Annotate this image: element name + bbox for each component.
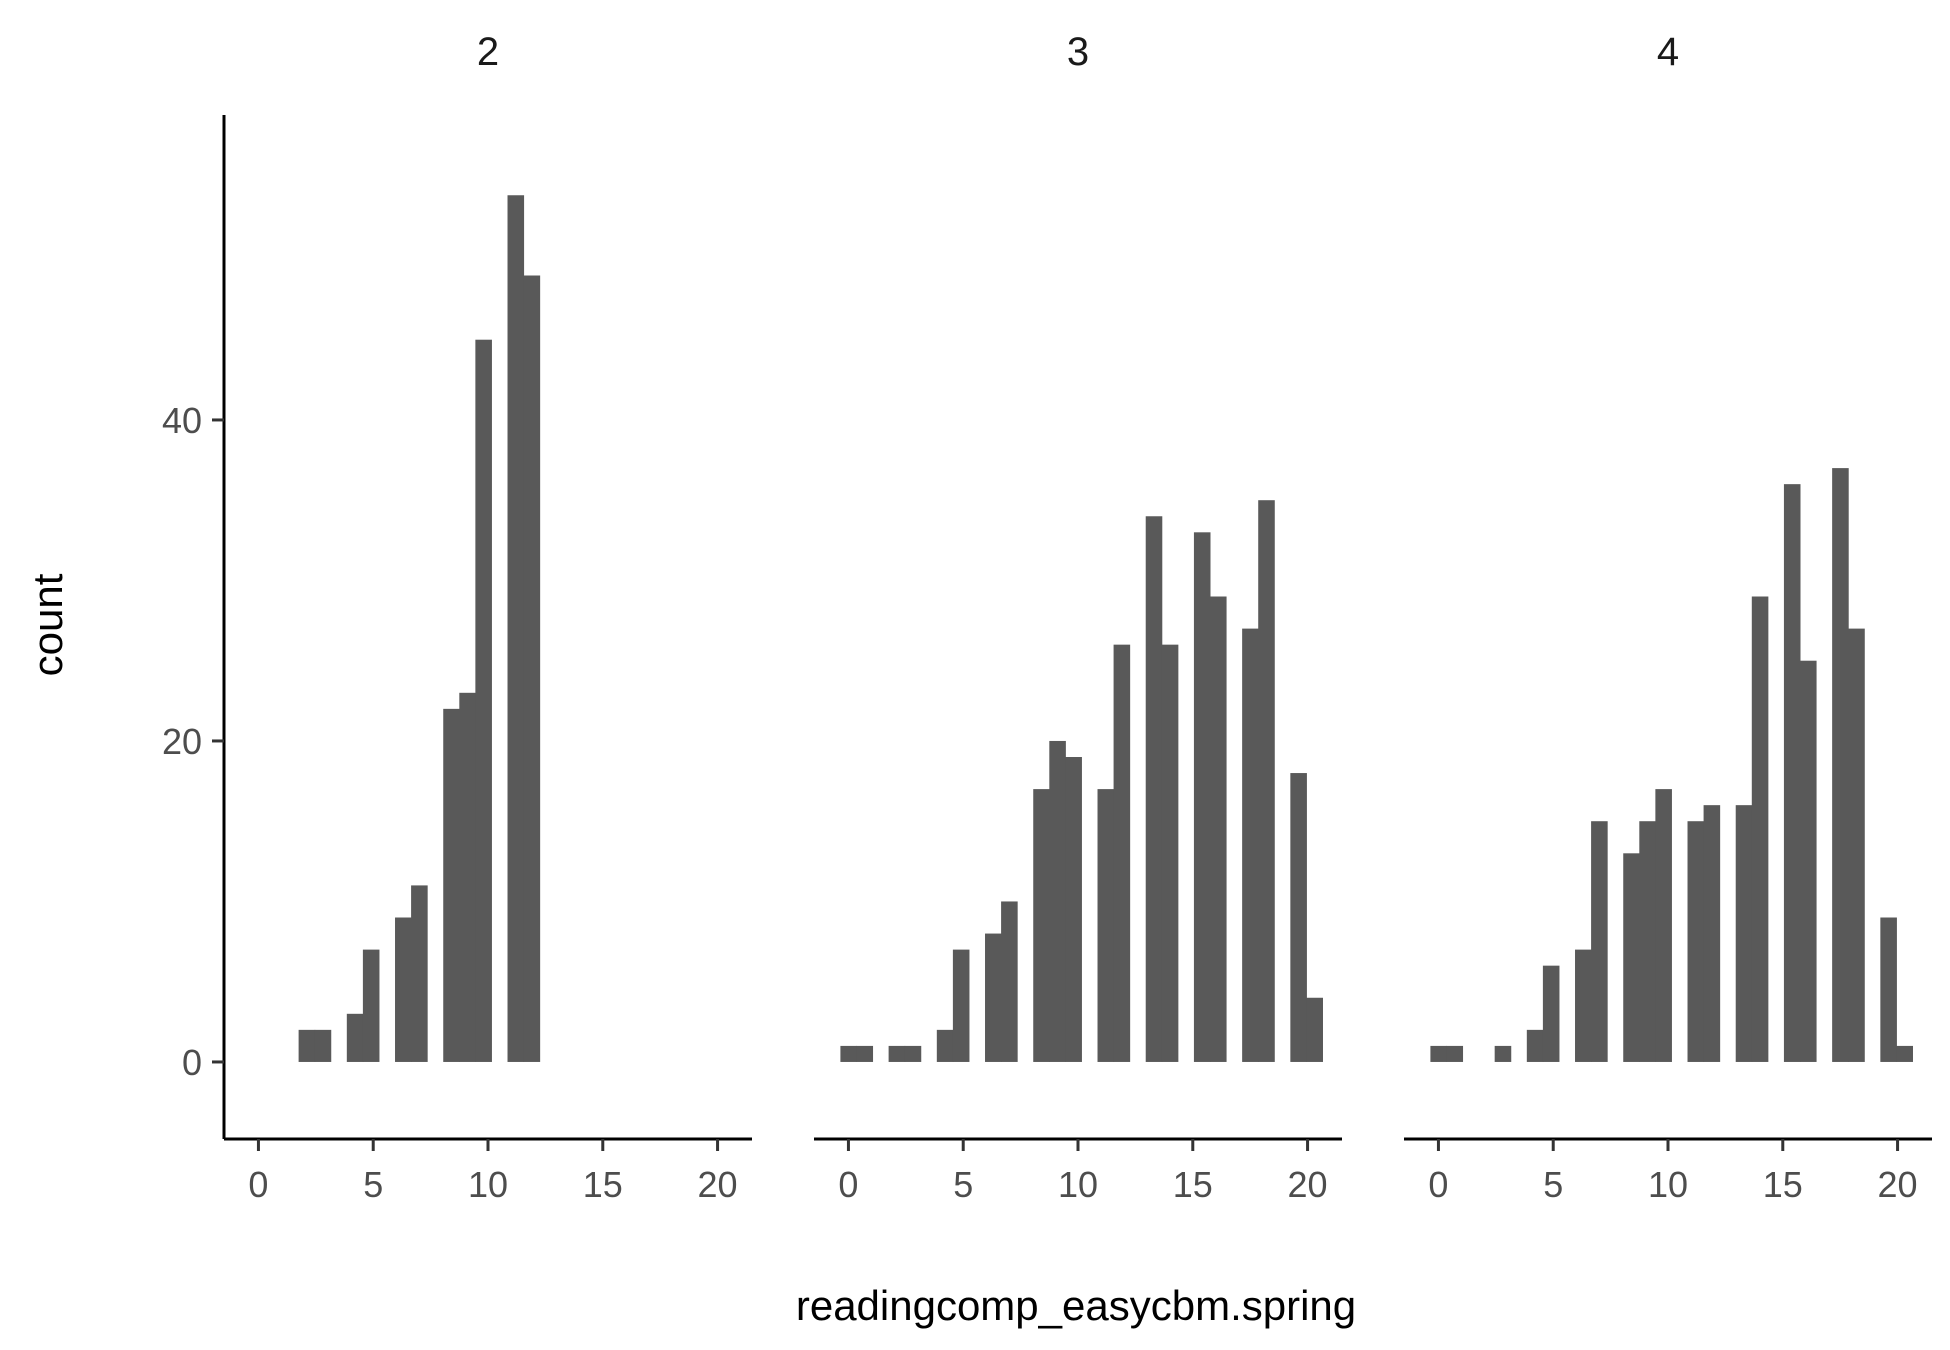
histogram-bar: [1623, 853, 1640, 1062]
x-tick-label: 15: [1173, 1164, 1213, 1205]
y-axis-title: count: [24, 573, 71, 676]
histogram-bar: [298, 1029, 316, 1062]
histogram-bar: [475, 339, 492, 1062]
facet-panel-2: 20 5 10 15 20: [224, 30, 752, 1205]
histogram-bar: [952, 949, 970, 1062]
x-tick-label: 5: [953, 1164, 973, 1205]
histogram-bar: [1575, 949, 1592, 1062]
x-tick-label: 20: [1878, 1164, 1918, 1205]
histogram-bar: [1896, 1045, 1913, 1062]
x-tick-label: 0: [838, 1164, 858, 1205]
histogram-bar: [936, 1029, 954, 1062]
histogram-bar: [1639, 821, 1656, 1062]
histogram-bar: [1306, 997, 1323, 1062]
histogram-bar: [1258, 500, 1275, 1062]
histogram-bar: [1210, 596, 1227, 1062]
facet-title: 2: [477, 30, 499, 74]
histogram-bar: [840, 1045, 857, 1062]
histogram-bar: [443, 708, 460, 1062]
histogram-bar: [459, 692, 476, 1062]
histogram-bar: [1049, 740, 1066, 1062]
histogram-bar: [1880, 917, 1897, 1062]
histogram-bar: [1242, 628, 1259, 1062]
histogram-bar: [1800, 660, 1817, 1062]
histogram-bar: [1526, 1029, 1544, 1062]
histogram-bar: [314, 1029, 332, 1062]
x-axis-title: readingcomp_easycbm.spring: [796, 1282, 1356, 1329]
x-tick-label: 5: [363, 1164, 383, 1205]
histogram-bar: [1097, 789, 1115, 1062]
y-tick-label: 0: [182, 1042, 202, 1083]
histogram-bar: [1783, 484, 1801, 1062]
histogram-bar: [1161, 644, 1179, 1062]
histogram-bar: [1591, 821, 1608, 1062]
histogram-bar: [507, 195, 525, 1062]
x-tick-label: 20: [1288, 1164, 1328, 1205]
x-tick-label: 10: [468, 1164, 508, 1205]
histogram-bar: [1751, 596, 1769, 1062]
histogram-bar: [1193, 532, 1211, 1062]
histogram-bar: [888, 1045, 906, 1062]
x-tick-label: 20: [698, 1164, 738, 1205]
histogram-bar: [1065, 757, 1082, 1062]
y-tick-label: 20: [162, 721, 202, 762]
histogram-bar: [1145, 516, 1163, 1062]
x-tick-label: 5: [1543, 1164, 1563, 1205]
histogram-bar: [1848, 628, 1865, 1062]
histogram-bar: [1703, 805, 1721, 1062]
histogram-bar: [1655, 789, 1672, 1062]
x-tick-label: 10: [1058, 1164, 1098, 1205]
histogram-bar: [346, 1013, 364, 1062]
facet-title: 4: [1657, 30, 1679, 74]
histogram-bar: [904, 1045, 922, 1062]
histogram-bar: [1494, 1045, 1512, 1062]
histogram-bar: [1033, 789, 1050, 1062]
histogram-bar: [1113, 644, 1131, 1062]
histogram-bar: [411, 885, 428, 1062]
histogram-bar: [1832, 468, 1849, 1062]
facet-panel-4: 4 0 5 10 15 20: [1404, 30, 1932, 1205]
histogram-bar: [1001, 901, 1018, 1062]
histogram-bar: [523, 275, 541, 1062]
histogram-bar: [1290, 773, 1307, 1062]
histogram-bar: [856, 1045, 874, 1062]
histogram-bar: [1430, 1045, 1447, 1062]
x-tick-label: 10: [1648, 1164, 1688, 1205]
x-tick-label: 0: [1428, 1164, 1448, 1205]
histogram-bar: [395, 917, 412, 1062]
histogram-bar: [1687, 821, 1705, 1062]
x-tick-label: 0: [248, 1164, 268, 1205]
histogram-bar: [985, 933, 1002, 1062]
histogram-bar: [1542, 965, 1560, 1062]
facet-panel-3: 3 0 5 10 15 20: [814, 30, 1342, 1205]
y-tick-label: 40: [162, 400, 202, 441]
x-tick-label: 15: [1763, 1164, 1803, 1205]
histogram-bar: [362, 949, 380, 1062]
facet-title: 3: [1067, 30, 1089, 74]
x-tick-label: 15: [583, 1164, 623, 1205]
histogram-bar: [1735, 805, 1753, 1062]
histogram-bar: [1446, 1045, 1464, 1062]
